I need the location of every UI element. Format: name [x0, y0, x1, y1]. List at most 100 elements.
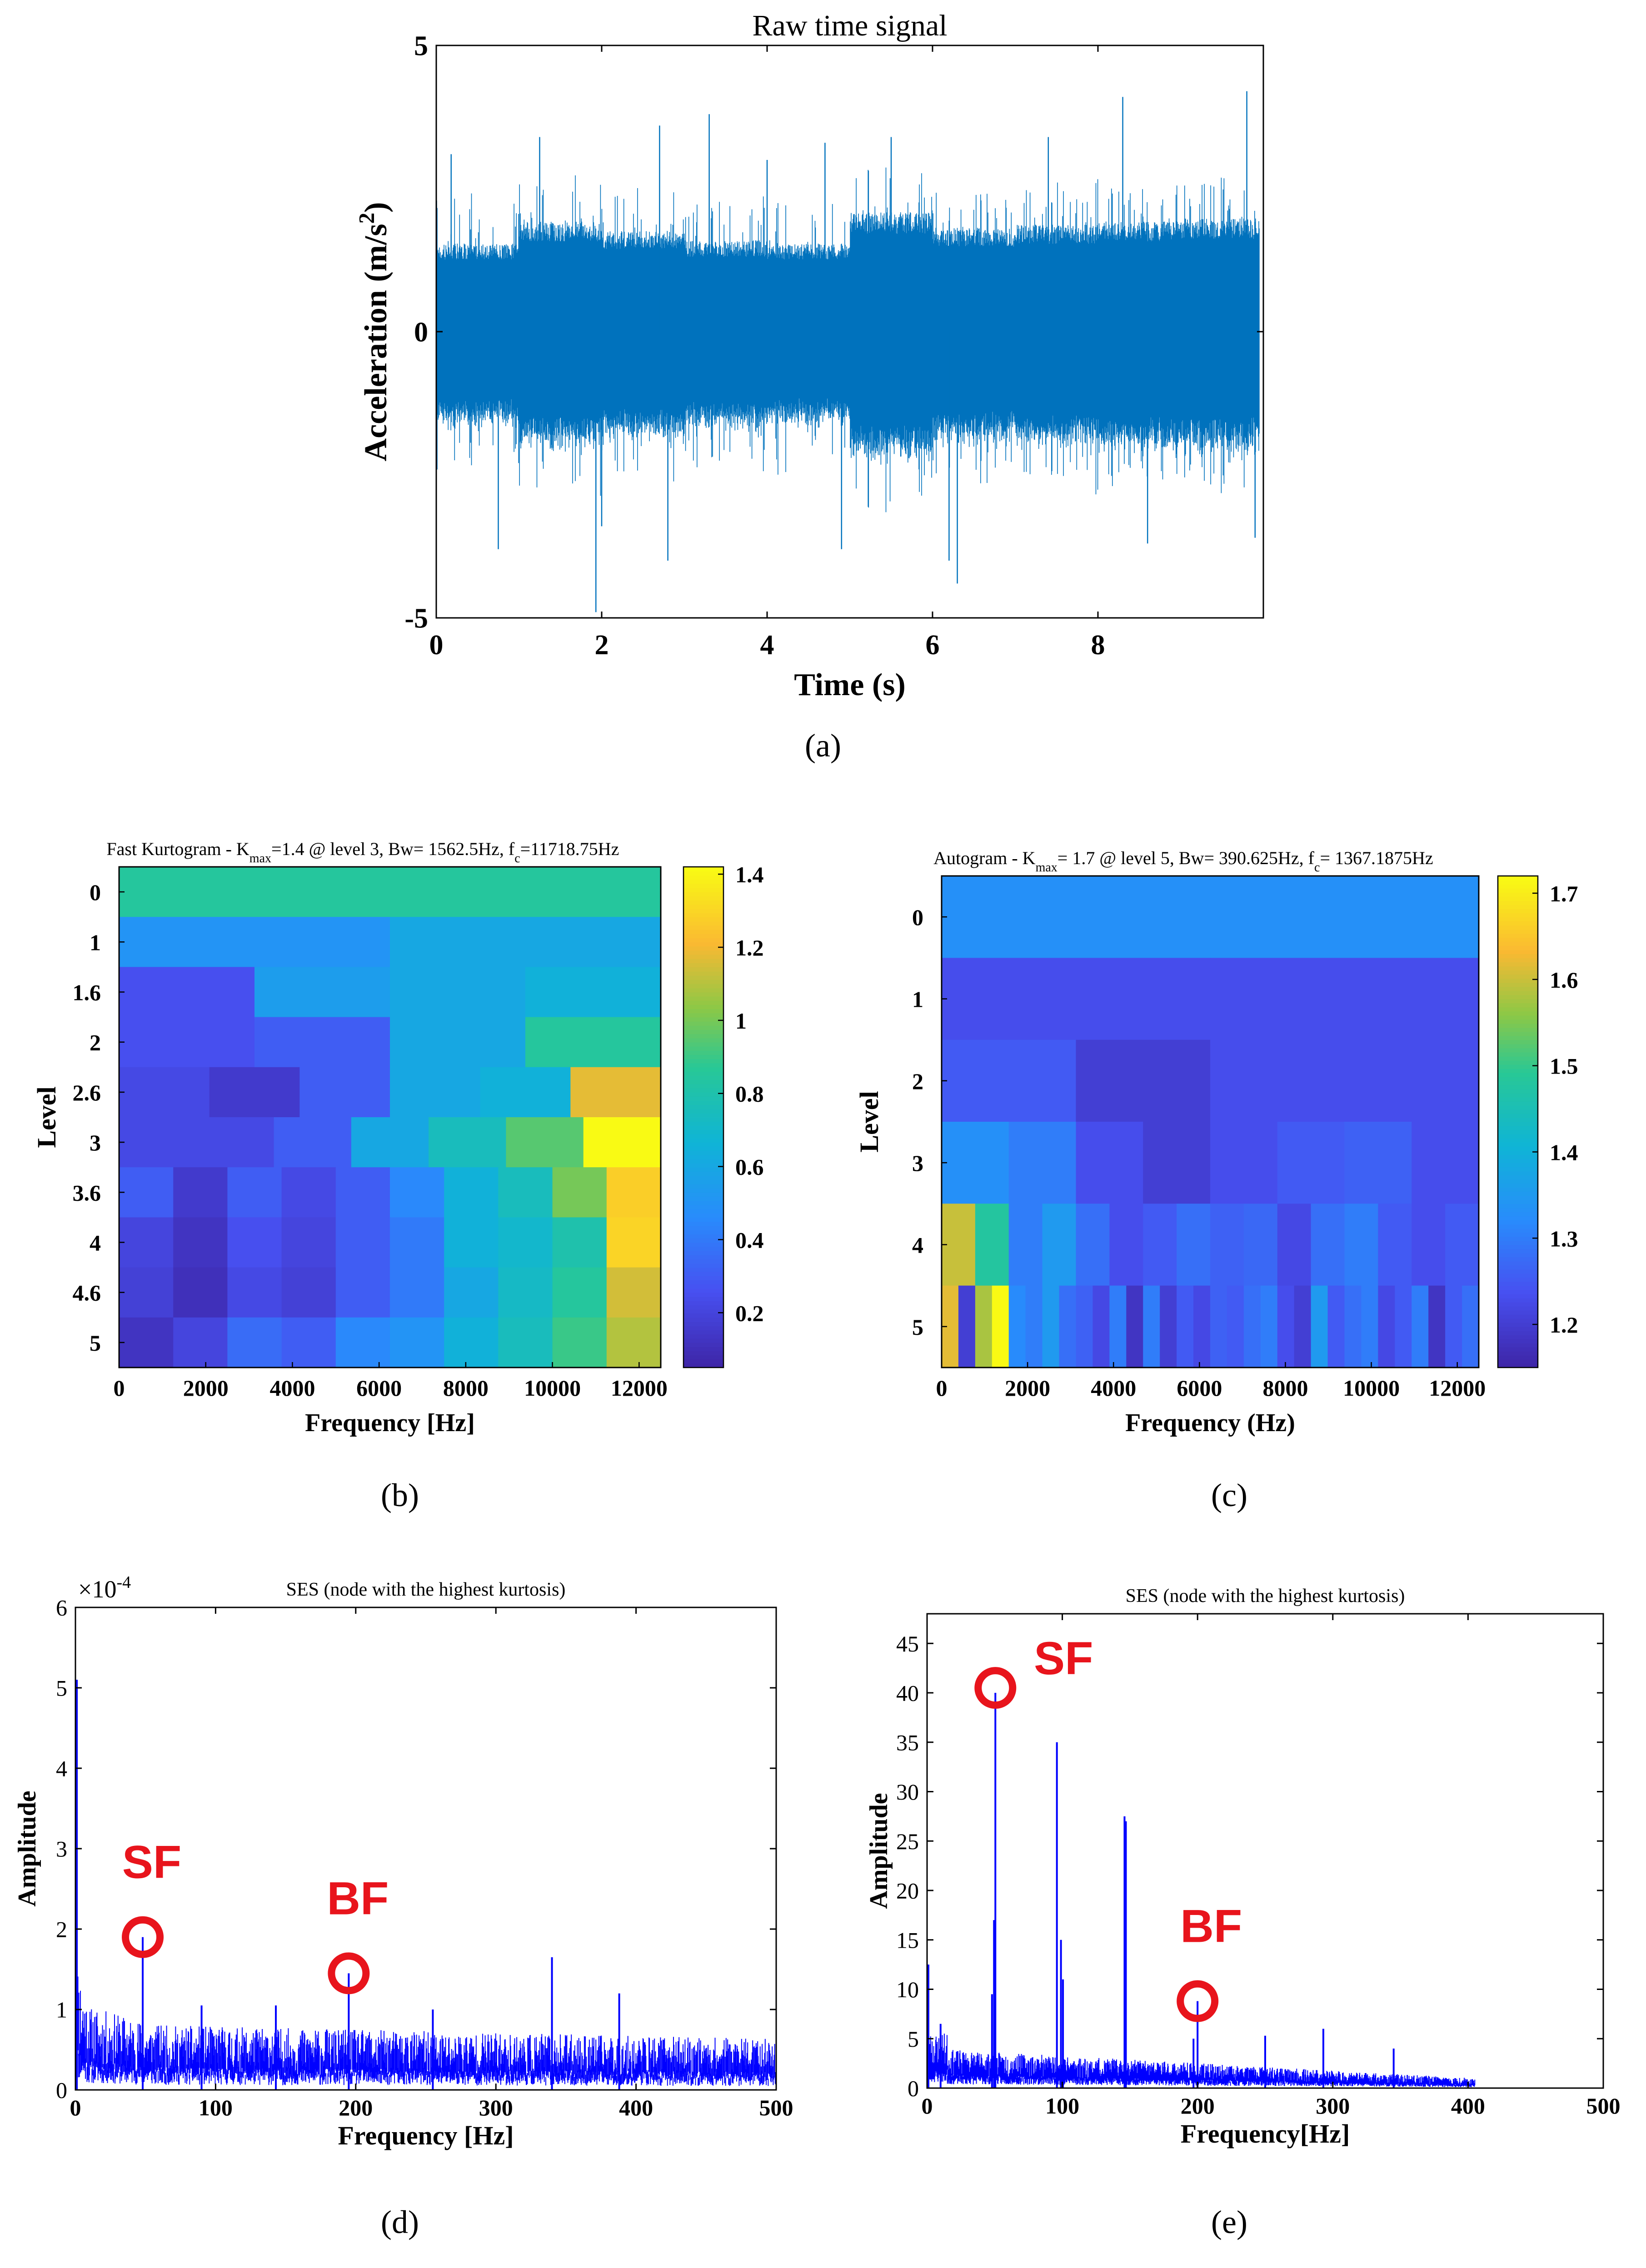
chart-b-fast-kurtogram-cell: [552, 1167, 607, 1218]
chart-b-fast-kurtogram-colorbar-step: [683, 1171, 723, 1176]
chart-b-fast-kurtogram-colorbar-step: [683, 1317, 723, 1322]
chart-c-autogram-colorbar-step: [1498, 1084, 1538, 1089]
chart-b-fast-kurtogram-colorbar-step: [683, 992, 723, 997]
chart-c-autogram-cell: [1277, 1285, 1295, 1368]
chart-b-fast-kurtogram-colorbar-step: [683, 1305, 723, 1310]
chart-d-ses-kurtogram-xlabel: Frequency [Hz]: [338, 2121, 514, 2150]
chart-b-fast-kurtogram-colorbar-step: [683, 1075, 723, 1080]
chart-d-ses-kurtogram-xtick-label: 300: [479, 2095, 513, 2120]
chart-b-fast-kurtogram-colorbar-step: [683, 1334, 723, 1339]
chart-c-autogram-colorbar-step: [1498, 1326, 1538, 1331]
chart-b-fast-kurtogram-colorbar-step: [683, 1067, 723, 1072]
chart-c-autogram-cell: [1109, 1204, 1144, 1286]
chart-c-autogram-cell: [1395, 1285, 1412, 1368]
chart-b-fast-kurtogram-colorbar-step: [683, 1121, 723, 1126]
chart-b-fast-kurtogram-colorbar-step: [683, 1113, 723, 1118]
chart-a-ytick-label: 5: [414, 31, 428, 62]
chart-c-autogram-colorbar-step: [1498, 1097, 1538, 1102]
chart-c-autogram-colorbar-step: [1498, 1306, 1538, 1311]
chart-c-autogram-cell: [1344, 1040, 1479, 1122]
chart-c-autogram-colorbar-step: [1498, 982, 1538, 987]
chart-b-fast-kurtogram-colorbar-step: [683, 1184, 723, 1189]
chart-c-autogram-colorbar-step: [1498, 905, 1538, 909]
chart-b-fast-kurtogram-level-label: 2.6: [73, 1080, 101, 1105]
chart-b-fast-kurtogram-axes-frame: [118, 866, 662, 1368]
chart-d-ses-kurtogram-xtick-label: 100: [199, 2095, 233, 2120]
chart-b-fast-kurtogram-colorbar-step: [683, 1225, 723, 1230]
chart-b-fast-kurtogram-cell: [390, 1317, 444, 1368]
chart-b-fast-kurtogram-cell: [119, 1167, 174, 1218]
chart-b-fast-kurtogram-colorbar-step: [683, 1250, 723, 1255]
chart-c-autogram-colorbar-step: [1498, 1159, 1538, 1163]
chart-b-fast-kurtogram-cell: [299, 1067, 390, 1118]
chart-b-fast-kurtogram-colorbar-step: [683, 933, 723, 938]
chart-c-autogram-colorbar-step: [1498, 941, 1538, 946]
chart-e-ses-autogram: 0 100 200 300 400 500 0 5 10 15 20 25 30 35 40 45 SES (n…: [865, 1586, 1621, 2149]
chart-d-ses-kurtogram-ytick-label: 6: [56, 1595, 67, 1621]
chart-c-autogram-colorbar-step: [1498, 1093, 1538, 1098]
chart-c-autogram-colorbar-step: [1498, 1076, 1538, 1081]
chart-b-fast-kurtogram-colorbar-step: [683, 1313, 723, 1318]
chart-c-autogram-cell: [1294, 1285, 1312, 1368]
chart-c-autogram-colorbar-step: [1498, 986, 1538, 991]
chart-b-fast-kurtogram-xtick-label: 8000: [443, 1375, 489, 1401]
chart-c-autogram-colorbar-step: [1498, 1330, 1538, 1335]
chart-b-fast-kurtogram-level-label: 3: [90, 1130, 101, 1155]
chart-c-autogram-cell: [975, 1204, 1009, 1286]
chart-b-fast-kurtogram-cell: [119, 1067, 210, 1118]
chart-c-autogram-colorbar-step: [1498, 1117, 1538, 1122]
chart-c-autogram-colorbar-step: [1498, 1142, 1538, 1147]
chart-c-autogram-colorbar-step: [1498, 917, 1538, 921]
chart-b-fast-kurtogram-cell: [351, 1117, 429, 1168]
chart-b-fast-kurtogram-colorbar-step: [683, 1200, 723, 1205]
chart-b-fast-kurtogram-level-label: 0: [90, 880, 101, 905]
chart-c-autogram-colorbar-step: [1498, 1334, 1538, 1339]
chart-b-fast-kurtogram-colorbar-step: [683, 984, 723, 989]
chart-d-ses-kurtogram-annotation-circle: [328, 1952, 370, 1994]
chart-c-autogram-colorbar-step: [1498, 970, 1538, 975]
chart-c-autogram-cell: [1344, 1204, 1379, 1286]
chart-b-fast-kurtogram-colorbar-label: 0.8: [735, 1081, 764, 1107]
chart-c-autogram-cell: [1177, 1204, 1211, 1286]
chart-c-autogram-cell: [1311, 1285, 1328, 1368]
chart-b-fast-kurtogram-cell: [390, 917, 661, 968]
chart-b-fast-kurtogram-colorbar-label: 0.2: [735, 1300, 764, 1326]
chart-c-autogram-level-label: 5: [912, 1314, 923, 1340]
chart-e-ses-autogram-xtick-label: 500: [1586, 2093, 1621, 2119]
chart-c-autogram-colorbar-step: [1498, 909, 1538, 913]
chart-c-autogram-colorbar-step: [1498, 1130, 1538, 1134]
chart-c-autogram-colorbar-step: [1498, 1351, 1538, 1356]
chart-a-title: Raw time signal: [753, 9, 948, 42]
chart-c-autogram-colorbar-step: [1498, 1122, 1538, 1126]
chart-c-autogram-xtick-label: 4000: [1091, 1375, 1136, 1401]
chart-e-ses-autogram-annotation-label: BF: [1180, 1900, 1242, 1952]
chart-b-fast-kurtogram-colorbar-step: [683, 946, 723, 951]
chart-b-fast-kurtogram-xtick-label: 4000: [269, 1375, 315, 1401]
chart-c-autogram-colorbar-step: [1498, 1064, 1538, 1069]
chart-c-autogram-cell: [1277, 1122, 1345, 1204]
chart-d-ses-kurtogram-ytick-label: 3: [56, 1836, 67, 1862]
chart-c-autogram-level-label: 4: [912, 1233, 923, 1258]
chart-c-autogram-cell: [1126, 1285, 1144, 1368]
chart-e-ses-autogram-ytick-label: 25: [896, 1829, 919, 1854]
chart-d-ses-kurtogram-xtick-label: 200: [339, 2095, 373, 2120]
chart-c-autogram-colorbar-step: [1498, 1072, 1538, 1077]
chart-b-fast-kurtogram-colorbar-step: [683, 950, 723, 955]
chart-b-fast-kurtogram-cell: [335, 1267, 390, 1318]
chart-b-fast-kurtogram-colorbar-step: [683, 988, 723, 993]
chart-b-fast-kurtogram-colorbar-step: [683, 887, 723, 892]
chart-c-autogram-colorbar-step: [1498, 1269, 1538, 1274]
chart-c-autogram-colorbar-step: [1498, 1240, 1538, 1245]
chart-b-fast-kurtogram-colorbar-step: [683, 892, 723, 897]
chart-b-fast-kurtogram-colorbar-step: [683, 1204, 723, 1209]
chart-c-autogram-colorbar-frame: [1497, 875, 1539, 1368]
chart-c-autogram-level-label: 1: [912, 987, 923, 1012]
chart-e-ses-autogram-ytick-label: 10: [896, 1977, 919, 2002]
chart-c-autogram-colorbar-step: [1498, 999, 1538, 1004]
chart-c-autogram-colorbar-step: [1498, 1183, 1538, 1188]
chart-e-ses-autogram-ytick-label: 35: [896, 1730, 919, 1755]
chart-c-autogram-colorbar-step: [1498, 990, 1538, 995]
chart-c-autogram-cell: [1076, 1122, 1144, 1204]
chart-b-fast-kurtogram-colorbar-step: [683, 1242, 723, 1247]
chart-a-xtick-label: 2: [595, 630, 609, 661]
